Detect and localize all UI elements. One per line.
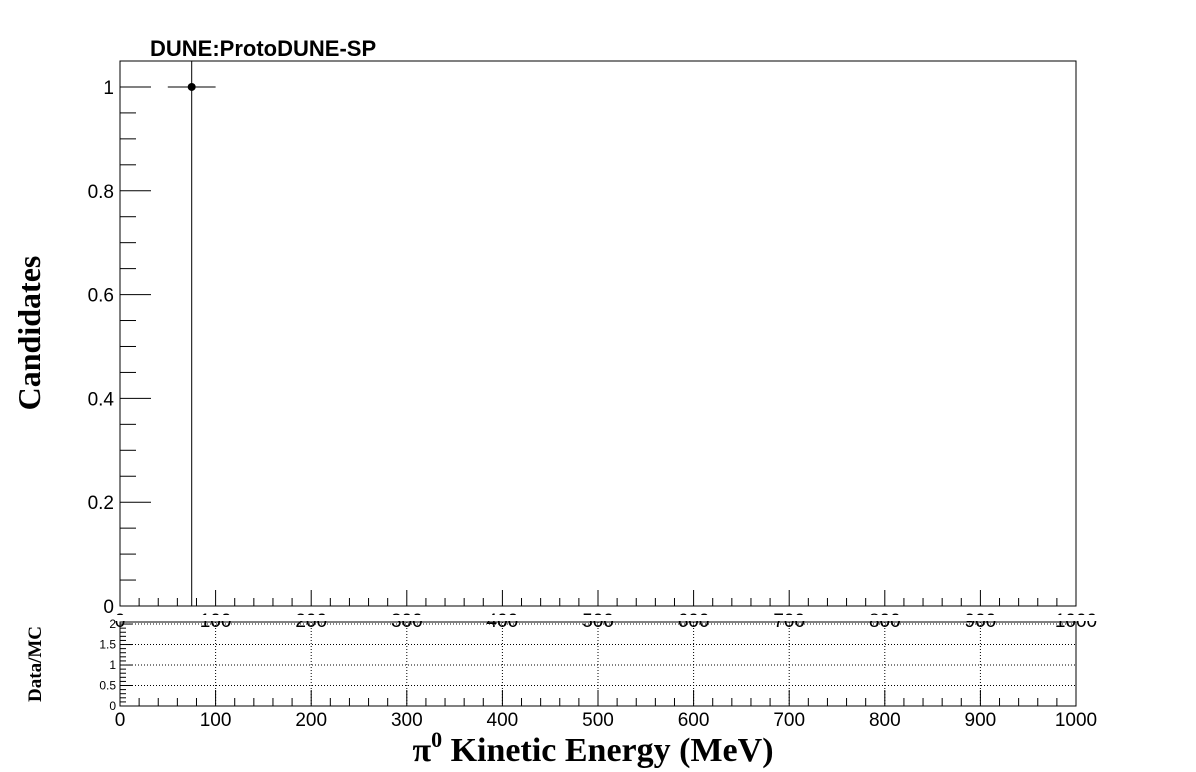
main-y-ticks: 0 0.2 0.4 0.6 0.8 1 <box>88 78 151 618</box>
ratio-x-tick-label: 100 <box>200 710 232 731</box>
ratio-x-tick-label: 500 <box>582 710 614 731</box>
x-axis-label-text: Kinetic Energy (MeV) <box>442 732 773 769</box>
ratio-y-ticks: 0 0.5 1 1.5 2 <box>99 617 132 713</box>
main-y-tick-label: 0.6 <box>88 286 114 307</box>
ratio-x-tick-label: 0 <box>115 710 126 731</box>
main-y-tick-label: 0.8 <box>88 182 114 203</box>
ratio-x-tick-label: 800 <box>869 710 901 731</box>
main-y-tick-label: 1 <box>103 78 114 99</box>
x-axis-label-superscript: 0 <box>431 727 442 752</box>
main-y-tick-label: 0 <box>103 597 114 618</box>
ratio-y-tick-label: 2 <box>109 617 116 631</box>
ratio-y-tick-label: 0 <box>109 699 116 713</box>
main-plot-title: DUNE:ProtoDUNE-SP <box>150 36 376 61</box>
main-y-tick-label: 0.4 <box>88 389 115 410</box>
ratio-x-tick-label: 200 <box>295 710 327 731</box>
x-axis-label-pi: π <box>412 732 431 769</box>
ratio-x-tick-label: 900 <box>965 710 997 731</box>
ratio-y-tick-label: 0.5 <box>99 679 116 693</box>
ratio-x-tick-label: 1000 <box>1055 710 1097 731</box>
ratio-y-tick-label: 1.5 <box>99 638 116 652</box>
main-x-ticks: 0 100 200 300 400 500 600 700 800 900 1000 <box>115 590 1097 632</box>
ratio-x-tick-label: 600 <box>678 710 710 731</box>
ratio-x-ticks: 0 100 200 300 400 500 600 700 800 900 1000 <box>115 690 1097 731</box>
data-point <box>187 82 196 91</box>
ratio-x-tick-label: 300 <box>391 710 423 731</box>
ratio-x-tick-label: 400 <box>487 710 519 731</box>
main-plot-frame <box>119 60 1077 607</box>
ratio-plot-panel: 0 100 200 300 400 500 600 700 800 900 1000 0 0.5 1 1.… <box>25 617 1097 769</box>
ratio-y-tick-label: 1 <box>109 658 116 672</box>
main-plot-panel: 0 100 200 300 400 500 600 700 800 900 1000 0 0.2 0.4… <box>11 36 1097 632</box>
main-y-tick-label: 0.2 <box>88 493 114 514</box>
main-y-axis-label: Candidates <box>11 256 47 411</box>
ratio-x-tick-label: 700 <box>773 710 805 731</box>
main-data-points <box>167 61 216 606</box>
pad-separator <box>0 615 1196 621</box>
x-axis-label: π0 Kinetic Energy (MeV) <box>412 727 773 769</box>
ratio-y-axis-label: Data/MC <box>25 626 46 702</box>
